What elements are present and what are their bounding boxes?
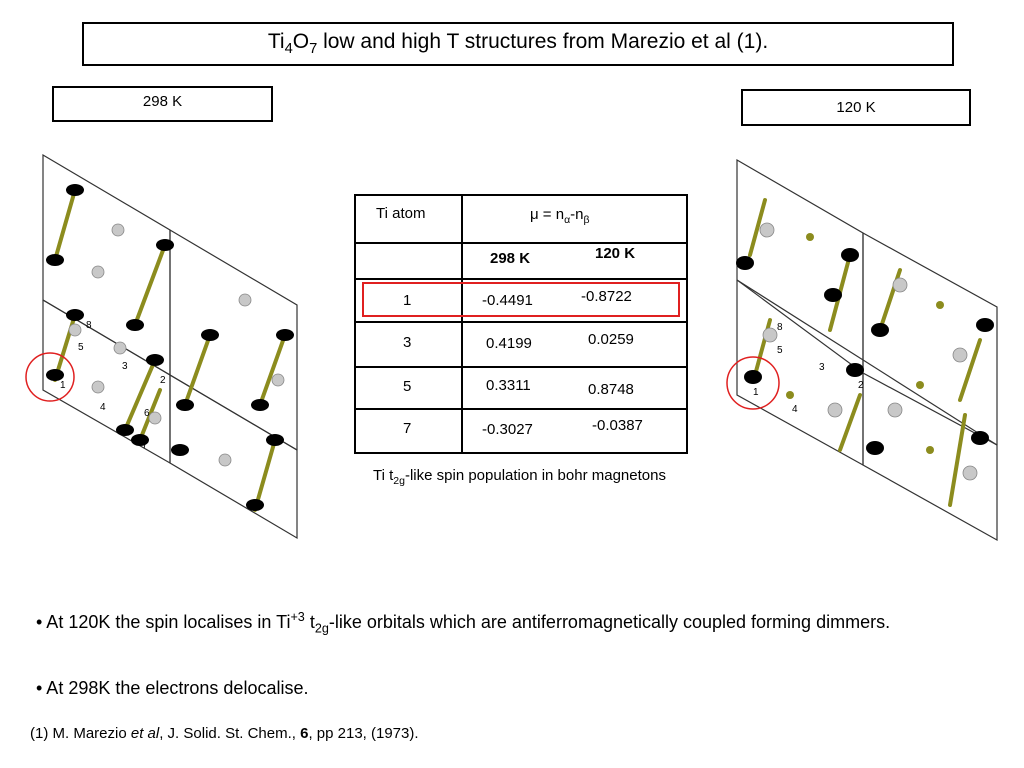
atom-label: 2 (858, 380, 864, 391)
atoms-light-298k (68, 223, 285, 467)
table-divider (356, 242, 686, 244)
atoms-small-120k (786, 233, 944, 454)
atom-label: 4 (792, 404, 798, 415)
reference-citation: (1) M. Marezio et al, J. Solid. St. Chem… (30, 725, 419, 742)
slide-title: Ti4O7 low and high T structures from Mar… (82, 22, 954, 66)
bullet-delocalisation: • At 298K the electrons delocalise. (36, 678, 309, 698)
bonds-120k (748, 198, 982, 507)
table-divider (461, 196, 463, 452)
atom-label: 3 (122, 361, 128, 372)
row1-highlight-box (362, 282, 680, 317)
atom-label: 5 (777, 345, 783, 356)
table-row-value-120: -0.8722 (581, 288, 632, 305)
table-row-value-298: -0.4491 (482, 292, 533, 309)
highlight-circle-atom1-298k (25, 352, 75, 402)
table-divider (356, 366, 686, 368)
atom-label: 8 (86, 320, 92, 331)
table-row-value-120: -0.0387 (592, 417, 643, 434)
table-row-atom: 3 (403, 334, 412, 351)
table-divider (356, 278, 686, 280)
subheader-298k: 298 K (490, 250, 531, 267)
table-row-value-298: 0.3311 (486, 377, 531, 394)
atom-labels-298k: 8 5 3 2 1 4 6 7 (60, 320, 166, 451)
highlight-circle-atom1-120k (726, 356, 780, 410)
atom-label: 6 (144, 408, 150, 419)
crystal-structure-298k: 8 5 3 2 1 4 6 7 (25, 153, 298, 540)
subheader-120k: 120 K (595, 245, 636, 262)
crystal-structure-120k: 8 5 3 2 1 4 (726, 158, 998, 542)
atom-label: 1 (753, 387, 759, 398)
title-text: Ti4O7 low and high T structures from Mar… (267, 30, 769, 58)
atom-label: 7 (142, 440, 148, 451)
atom-label: 5 (78, 342, 84, 353)
header-mu: μ = nα-nβ (530, 206, 590, 226)
atom-labels-120k: 8 5 3 2 1 4 (753, 322, 864, 415)
atom-label: 2 (160, 375, 166, 386)
label-298k: 298 K (52, 86, 273, 122)
atom-label: 8 (777, 322, 783, 333)
label-120k: 120 K (741, 89, 971, 126)
atom-label: 4 (100, 402, 106, 413)
table-caption: Ti t2g-like spin population in bohr magn… (373, 467, 666, 487)
table-divider (356, 321, 686, 323)
table-row-value-120: 0.8748 (588, 381, 634, 398)
table-row-atom: 7 (403, 420, 412, 437)
atoms-light-120k (759, 222, 978, 481)
atoms-dark-298k (46, 184, 294, 511)
unit-cell-grid-120k (736, 158, 998, 542)
header-ti-atom: Ti atom (376, 205, 426, 222)
spin-population-table: Ti atom μ = nα-nβ 298 K 120 K 1 -0.4491 … (354, 194, 688, 454)
table-divider (356, 408, 686, 410)
table-row-atom: 1 (403, 292, 412, 309)
table-row-value-298: -0.3027 (482, 421, 533, 438)
table-row-value-120: 0.0259 (588, 331, 634, 348)
bullet-spin-localisation: • At 120K the spin localises in Ti+3 t2g… (36, 610, 891, 636)
atom-label: 1 (60, 380, 66, 391)
atoms-dark-120k (736, 248, 994, 455)
atom-label: 3 (819, 362, 825, 373)
table-row-value-298: 0.4199 (486, 335, 532, 352)
table-row-atom: 5 (403, 378, 412, 395)
unit-cell-grid-298k (42, 153, 298, 540)
